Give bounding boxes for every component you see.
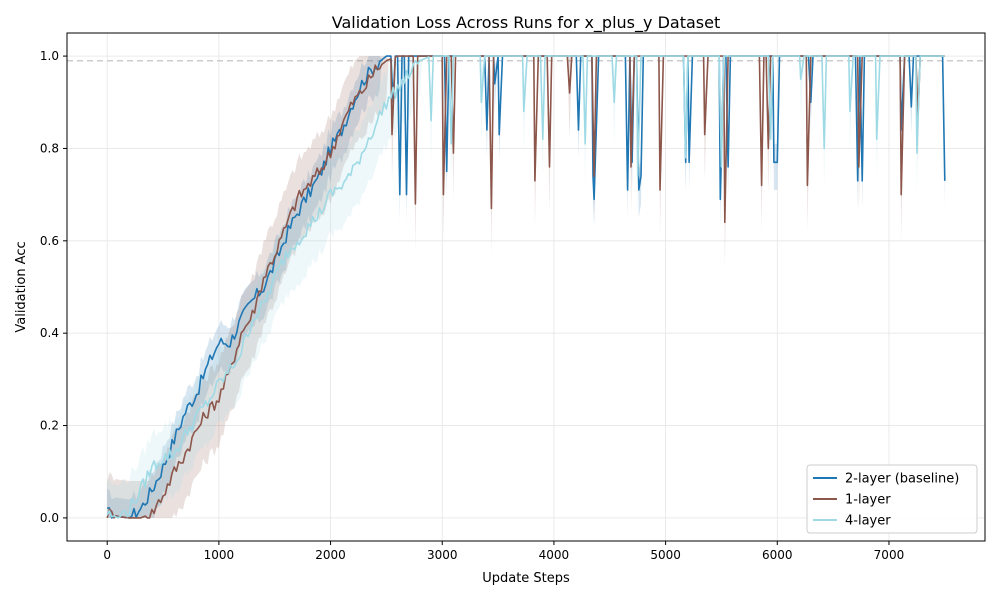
y-tick-label: 0.6	[40, 234, 59, 248]
x-tick-label: 7000	[874, 548, 905, 562]
y-axis-title: Validation Acc	[14, 241, 29, 332]
x-axis-title: Update Steps	[482, 571, 570, 586]
x-tick-label: 1000	[204, 548, 235, 562]
series-lines	[106, 55, 946, 519]
legend-label: 2-layer (baseline)	[845, 472, 959, 487]
y-tick-label: 1.0	[40, 49, 59, 63]
y-tick-label: 0.8	[40, 141, 59, 155]
axis-ticks: 0 1000 2000 3000 4000 5000 6000 7000 0.0 0.2 0.4 0.…	[40, 49, 904, 562]
series-line	[106, 55, 945, 519]
x-tick-label: 5000	[650, 548, 681, 562]
x-tick-label: 4000	[539, 548, 570, 562]
legend-box	[806, 464, 978, 534]
y-tick-label: 0.0	[40, 511, 59, 525]
y-tick-label: 0.4	[40, 326, 59, 340]
legend: 2-layer (baseline) 1-layer 4-layer	[806, 464, 978, 534]
x-tick-label: 0	[103, 548, 111, 562]
y-tick-label: 0.2	[40, 419, 59, 433]
series-band	[107, 56, 945, 518]
chart-title: Validation Loss Across Runs for x_plus_y…	[332, 13, 720, 33]
legend-label: 4-layer	[845, 514, 891, 529]
x-tick-label: 3000	[427, 548, 458, 562]
plot-frame	[66, 32, 986, 542]
x-tick-label: 6000	[762, 548, 793, 562]
legend-label: 1-layer	[845, 493, 891, 508]
x-tick-label: 2000	[315, 548, 346, 562]
